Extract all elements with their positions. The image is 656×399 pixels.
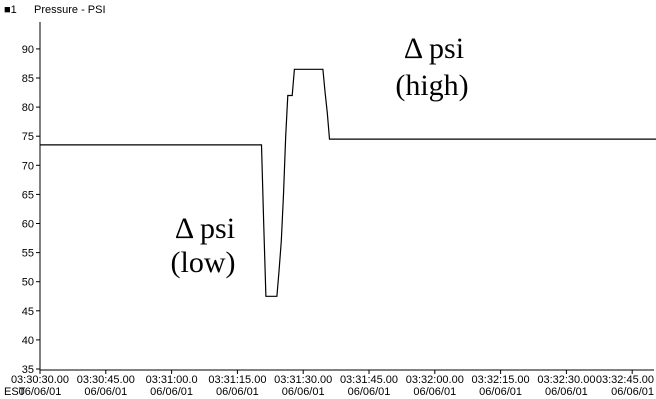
timezone-label: EST — [4, 386, 26, 398]
x-tick-date: 06/06/01 — [84, 386, 127, 398]
series-layer — [40, 68, 656, 297]
y-tick-label: 90 — [22, 44, 34, 56]
series-line-pressure — [40, 68, 656, 297]
y-tick-label: 40 — [22, 335, 34, 347]
x-tick-date: 06/06/01 — [19, 386, 62, 398]
y-tick-label: 35 — [22, 364, 34, 376]
x-tick-date: 06/06/01 — [479, 386, 522, 398]
x-tick-date: 06/06/01 — [413, 386, 456, 398]
y-tick-label: 50 — [22, 277, 34, 289]
x-tick-date: 06/06/01 — [348, 386, 391, 398]
annotation-high: Δ psi (high) — [395, 32, 468, 102]
y-tick-label: 45 — [22, 306, 34, 318]
y-tick-label: 75 — [22, 131, 34, 143]
x-tick-time: 03:31:15.00 — [208, 374, 266, 386]
x-tick-date: 06/06/01 — [282, 386, 325, 398]
y-tick-label: 85 — [22, 73, 34, 85]
x-tick-time: 03:31:00.0 — [146, 374, 198, 386]
y-tick-label: 65 — [22, 189, 34, 201]
annotation-low-symbol: Δ psi — [175, 212, 235, 245]
x-tick-date: 06/06/01 — [611, 386, 654, 398]
y-tick-label: 60 — [22, 219, 34, 231]
annotation-high-symbol: Δ psi — [404, 32, 464, 65]
y-tick-label: 55 — [22, 248, 34, 260]
x-tick-time: 03:32:45.00 — [596, 374, 654, 386]
annotation-high-label: (high) — [395, 69, 468, 102]
y-tick-label: 80 — [22, 102, 34, 114]
x-tick-date: 06/06/01 — [545, 386, 588, 398]
legend-label: Pressure - PSI — [34, 4, 106, 16]
x-tick-time: 03:30:30.00 — [11, 374, 69, 386]
x-tick-date: 06/06/01 — [216, 386, 259, 398]
annotation-low-label: (low) — [171, 246, 236, 279]
legend-marker: ■1 — [4, 4, 17, 16]
annotation-low: Δ psi (low) — [171, 212, 236, 279]
x-tick-time: 03:30:45.00 — [77, 374, 135, 386]
y-tick-label: 70 — [22, 160, 34, 172]
x-tick-date: 06/06/01 — [150, 386, 193, 398]
x-tick-time: 03:32:00.00 — [406, 374, 464, 386]
y-axis: 35 40 45 50 55 60 65 70 75 80 85 90 — [22, 22, 41, 376]
x-axis: 03:30:30.0006/06/0103:30:45.0006/06/0103… — [11, 369, 654, 398]
legend: ■1 Pressure - PSI — [4, 4, 106, 16]
x-tick-time: 03:32:30.00 — [537, 374, 595, 386]
x-tick-time: 03:31:45.00 — [340, 374, 398, 386]
x-tick-time: 03:32:15.00 — [472, 374, 530, 386]
x-tick-time: 03:31:30.00 — [274, 374, 332, 386]
